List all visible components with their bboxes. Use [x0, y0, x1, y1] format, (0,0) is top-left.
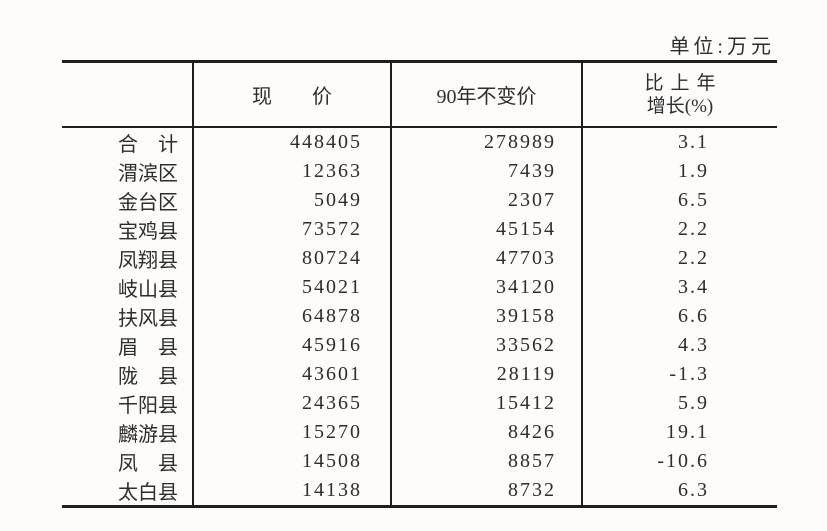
constant-price-cell: 2307	[390, 186, 582, 215]
growth-cell: 6.6	[581, 302, 777, 331]
growth-cell: 2.2	[581, 215, 777, 244]
output-value-table: 现 价 90年不变价 比上年 增长(%) 合 计 448405 278989 3.1 渭…	[62, 60, 777, 508]
constant-price-cell: 8732	[390, 476, 582, 507]
table-row: 金台区 5049 2307 6.5	[62, 186, 777, 215]
growth-cell: -10.6	[581, 447, 777, 476]
region-cell: 凤翔县	[118, 250, 178, 272]
current-price-cell: 43601	[192, 360, 391, 389]
growth-cell: 1.9	[581, 157, 777, 186]
growth-cell: 5.9	[581, 389, 777, 418]
header-current-price: 现 价	[192, 61, 391, 128]
current-price-cell: 12363	[192, 157, 391, 186]
constant-price-cell: 8426	[390, 418, 582, 447]
region-cell: 眉 县	[118, 337, 178, 359]
region-cell: 麟游县	[118, 424, 178, 446]
table-row: 岐山县 54021 34120 3.4	[62, 273, 777, 302]
current-price-cell: 448405	[192, 127, 391, 157]
region-cell: 凤 县	[118, 453, 178, 475]
header-region-blank	[62, 61, 193, 128]
current-price-cell: 15270	[192, 418, 391, 447]
table-row: 渭滨区 12363 7439 1.9	[62, 157, 777, 186]
growth-cell: 6.5	[581, 186, 777, 215]
table-row: 合 计 448405 278989 3.1	[62, 127, 777, 157]
region-cell: 千阳县	[118, 395, 178, 417]
region-cell: 太白县	[118, 482, 178, 504]
region-cell: 陇 县	[118, 366, 178, 388]
growth-cell: 4.3	[581, 331, 777, 360]
constant-price-cell: 47703	[390, 244, 582, 273]
region-cell: 金台区	[118, 192, 178, 214]
header-growth-line1: 比上年	[644, 72, 723, 94]
header-constant-price-90: 90年不变价	[390, 61, 582, 128]
region-cell: 渭滨区	[118, 163, 178, 185]
table-row: 眉 县 45916 33562 4.3	[62, 331, 777, 360]
current-price-cell: 24365	[192, 389, 391, 418]
table-header: 现 价 90年不变价 比上年 增长(%)	[62, 61, 777, 128]
current-price-cell: 73572	[192, 215, 391, 244]
header-growth-line2: 增长(%)	[646, 95, 714, 117]
table-row: 扶风县 64878 39158 6.6	[62, 302, 777, 331]
constant-price-cell: 278989	[390, 127, 582, 157]
table-row: 太白县 14138 8732 6.3	[62, 476, 777, 507]
current-price-cell: 54021	[192, 273, 391, 302]
constant-price-cell: 8857	[390, 447, 582, 476]
region-cell: 扶风县	[118, 308, 178, 330]
constant-price-cell: 15412	[390, 389, 582, 418]
table-body: 合 计 448405 278989 3.1 渭滨区 12363 7439 1.9 金台区 5049…	[62, 127, 777, 507]
growth-cell: 3.1	[581, 127, 777, 157]
constant-price-cell: 34120	[390, 273, 582, 302]
current-price-cell: 80724	[192, 244, 391, 273]
growth-cell: 3.4	[581, 273, 777, 302]
header-row: 现 价 90年不变价 比上年 增长(%)	[62, 61, 777, 128]
table-row: 麟游县 15270 8426 19.1	[62, 418, 777, 447]
table-row: 凤翔县 80724 47703 2.2	[62, 244, 777, 273]
header-growth-vs-prev-year: 比上年 增长(%)	[581, 61, 777, 128]
constant-price-cell: 28119	[390, 360, 582, 389]
region-cell: 宝鸡县	[118, 221, 178, 243]
region-cell: 合 计	[118, 134, 178, 156]
growth-cell: 2.2	[581, 244, 777, 273]
current-price-cell: 45916	[192, 331, 391, 360]
unit-label: 单位:万元	[669, 36, 775, 58]
constant-price-cell: 39158	[390, 302, 582, 331]
current-price-cell: 5049	[192, 186, 391, 215]
table-row: 陇 县 43601 28119 -1.3	[62, 360, 777, 389]
table-row: 宝鸡县 73572 45154 2.2	[62, 215, 777, 244]
constant-price-cell: 7439	[390, 157, 582, 186]
table-row: 千阳县 24365 15412 5.9	[62, 389, 777, 418]
current-price-cell: 14508	[192, 447, 391, 476]
current-price-cell: 14138	[192, 476, 391, 507]
growth-cell: 6.3	[581, 476, 777, 507]
region-cell: 岐山县	[118, 279, 178, 301]
constant-price-cell: 45154	[390, 215, 582, 244]
growth-cell: 19.1	[581, 418, 777, 447]
constant-price-cell: 33562	[390, 331, 582, 360]
table-row: 凤 县 14508 8857 -10.6	[62, 447, 777, 476]
growth-cell: -1.3	[581, 360, 777, 389]
current-price-cell: 64878	[192, 302, 391, 331]
